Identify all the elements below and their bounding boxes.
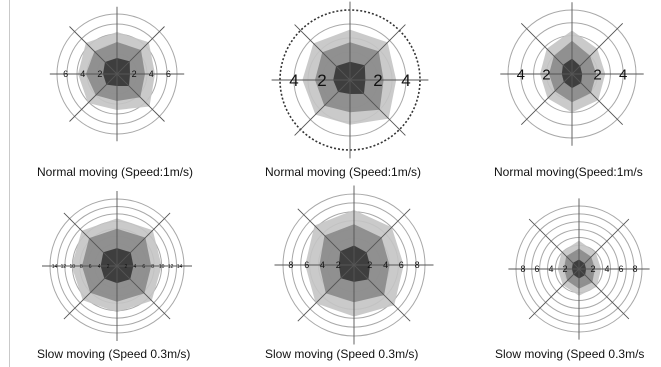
radar-tick-label: 2 xyxy=(367,260,372,270)
radar-tick-label: 4 xyxy=(289,71,298,90)
radar-tick-label: 6 xyxy=(89,264,92,270)
radar-axis xyxy=(578,268,630,320)
radar-tick-label: 4 xyxy=(604,264,609,274)
caption-1: Normal moving (Speed:1m/s) xyxy=(37,165,194,179)
radar-axis xyxy=(63,212,118,267)
radar-axis xyxy=(294,24,351,81)
radar-axis xyxy=(63,265,118,320)
radar-panel-5: 8 6 4 2 2 4 6 8 Slow moving (Speed 0.3m/s) xyxy=(220,185,440,367)
radar-axis xyxy=(116,73,165,122)
radar-panel-1: 6 4 2 2 4 6 Normal moving (Speed:1m/s) xyxy=(0,0,220,185)
radar-layer-inner xyxy=(103,58,130,86)
caption-3: Normal moving(Speed:1m/s xyxy=(494,165,643,179)
radar-axis xyxy=(294,79,351,136)
radar-tick-label: 10 xyxy=(159,264,165,270)
radar-tick-label: 4 xyxy=(98,264,101,270)
radar-panel-4: 14 12 10 8 6 4 2 2 4 6 8 10 12 14 Slow moving (Speed … xyxy=(0,185,220,367)
radar-tick-label: 4 xyxy=(383,260,388,270)
radar-tick-label: 8 xyxy=(632,264,637,274)
caption-2: Normal moving (Speed:1m/s) xyxy=(265,165,422,179)
radar-axis xyxy=(353,264,411,322)
radar-axis xyxy=(297,208,355,266)
radar-tick-label: 12 xyxy=(61,264,67,270)
radar-chart-1: 6 4 2 2 4 6 xyxy=(49,6,185,142)
radar-tick-label: 4 xyxy=(619,66,627,83)
radar-tick-label: 2 xyxy=(593,66,601,83)
radar-tick-label: 2 xyxy=(542,66,550,83)
radar-tick-label: 8 xyxy=(415,260,420,270)
radar-tick-label: 2 xyxy=(317,71,326,90)
radar-tick-label: 12 xyxy=(168,264,174,270)
radar-chart-4: 14 12 10 8 6 4 2 2 4 6 8 10 12 14 xyxy=(42,191,192,341)
radar-axis xyxy=(69,73,118,122)
radar-tick-label: 4 xyxy=(401,71,410,90)
radar-tick-label: 8 xyxy=(151,264,154,270)
radar-tick-label: 8 xyxy=(80,264,83,270)
radar-tick-label: 4 xyxy=(149,69,154,79)
caption-5: Slow moving (Speed 0.3m/s) xyxy=(265,347,419,361)
radar-tick-label: 6 xyxy=(618,264,623,274)
radar-tick-label: 2 xyxy=(132,69,137,79)
radar-chart-5: 8 6 4 2 2 4 6 8 xyxy=(274,185,434,345)
radar-tick-label: 6 xyxy=(142,264,145,270)
radar-tick-label: 6 xyxy=(166,69,171,79)
radar-tick-label: 8 xyxy=(288,260,293,270)
radar-axis xyxy=(116,26,165,75)
radar-tick-label: 8 xyxy=(520,264,525,274)
radar-axis xyxy=(528,268,580,320)
radar-tick-label: 6 xyxy=(304,260,309,270)
radar-axis xyxy=(116,212,171,267)
radar-tick-label: 4 xyxy=(320,260,325,270)
radar-tick-label: 2 xyxy=(107,264,110,270)
radar-axis xyxy=(571,22,624,75)
radar-tick-label: 10 xyxy=(70,264,76,270)
radar-tick-label: 2 xyxy=(562,264,567,274)
radar-tick-label: 6 xyxy=(63,69,68,79)
caption-4: Slow moving (Speed 0.3m/s) xyxy=(37,347,191,361)
left-divider xyxy=(9,0,10,367)
radar-axis xyxy=(578,218,630,270)
radar-tick-label: 6 xyxy=(534,264,539,274)
radar-tick-label: 14 xyxy=(177,264,183,270)
radar-axis xyxy=(571,73,624,126)
radar-axis xyxy=(520,73,573,126)
radar-tick-label: 6 xyxy=(399,260,404,270)
radar-axis xyxy=(297,264,355,322)
radar-tick-label: 4 xyxy=(134,264,137,270)
radar-axis xyxy=(116,265,171,320)
radar-tick-label: 2 xyxy=(97,69,102,79)
radar-tick-label: 14 xyxy=(52,264,58,270)
radar-axis xyxy=(520,22,573,75)
radar-axis xyxy=(349,79,406,136)
radar-tick-label: 4 xyxy=(548,264,553,274)
radar-axis xyxy=(353,208,411,266)
caption-6: Slow moving (Speed 0.3m/s xyxy=(495,347,645,361)
radar-tick-label: 4 xyxy=(80,69,85,79)
radar-tick-label: 4 xyxy=(517,66,525,83)
radar-tick-label: 2 xyxy=(590,264,595,274)
radar-axis xyxy=(69,26,118,75)
radar-tick-label: 2 xyxy=(125,264,128,270)
radar-tick-label: 2 xyxy=(373,71,382,90)
radar-tick-label: 2 xyxy=(336,260,341,270)
radar-axis xyxy=(349,24,406,81)
radar-axis xyxy=(528,218,580,270)
radar-layer-inner xyxy=(333,61,366,94)
